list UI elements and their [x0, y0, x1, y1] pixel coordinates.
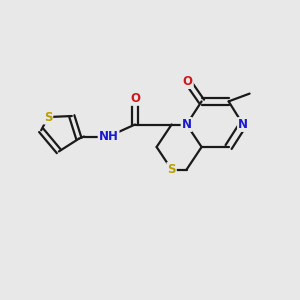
Text: O: O — [183, 75, 193, 88]
Text: N: N — [182, 118, 192, 131]
Text: N: N — [238, 118, 248, 131]
Text: NH: NH — [99, 130, 118, 143]
Text: O: O — [130, 92, 140, 105]
Text: S: S — [44, 111, 52, 124]
Text: S: S — [167, 163, 176, 176]
